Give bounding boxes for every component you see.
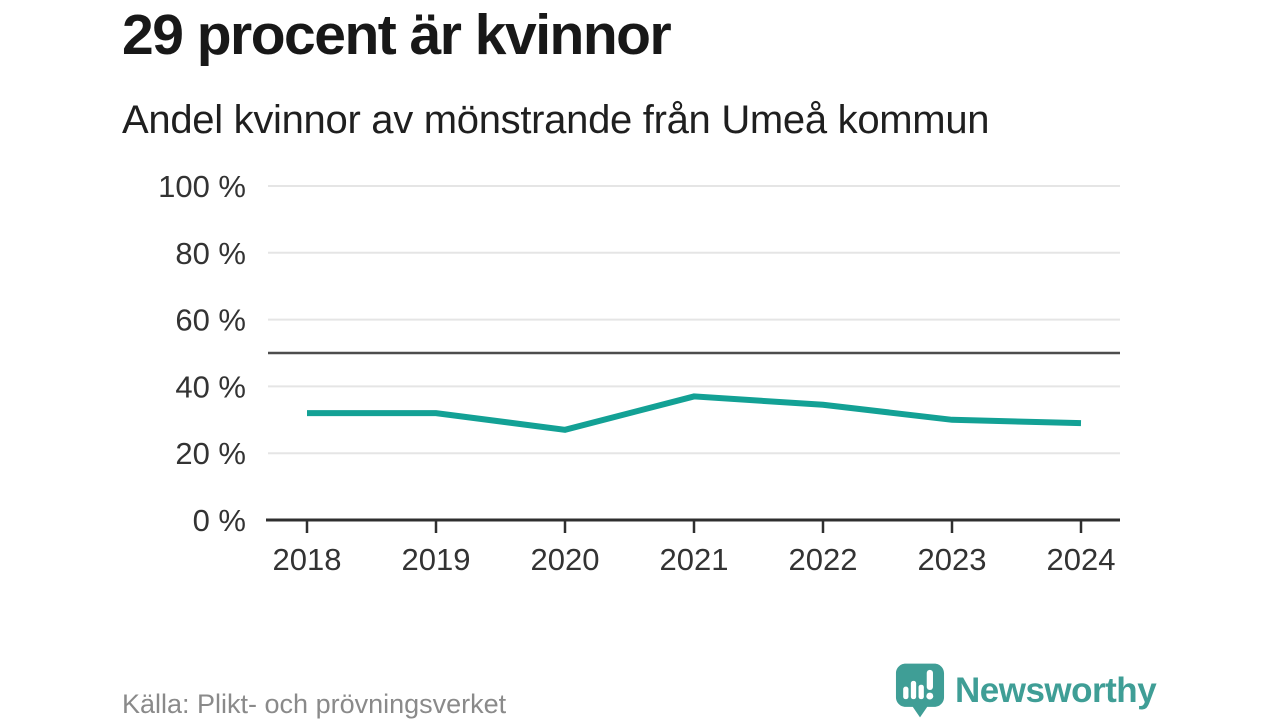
x-axis-label: 2024 (1047, 542, 1116, 577)
x-axis-label: 2018 (273, 542, 342, 577)
x-axis-label: 2022 (789, 542, 858, 577)
y-axis-label: 80 % (175, 236, 246, 271)
page-title: 29 procent är kvinnor (122, 3, 672, 67)
newsworthy-logo-icon (895, 663, 945, 718)
y-axis-label: 100 % (158, 169, 246, 204)
x-axis-label: 2019 (402, 542, 471, 577)
x-axis-label: 2020 (531, 542, 600, 577)
y-axis-label: 60 % (175, 303, 246, 338)
data-line (307, 393, 1082, 433)
source-note: Källa: Plikt- och prövningsverket (122, 689, 507, 719)
chart-subtitle: Andel kvinnor av mönstrande från Umeå ko… (122, 98, 990, 142)
newsworthy-logo: Newsworthy (895, 662, 1157, 719)
newsworthy-wordmark: Newsworthy (955, 670, 1157, 710)
x-axis-label: 2023 (918, 542, 987, 577)
y-axis-label: 20 % (175, 436, 246, 471)
y-axis-label: 40 % (175, 369, 246, 404)
y-axis-label: 0 % (193, 503, 246, 538)
x-axis-label: 2021 (660, 542, 729, 577)
